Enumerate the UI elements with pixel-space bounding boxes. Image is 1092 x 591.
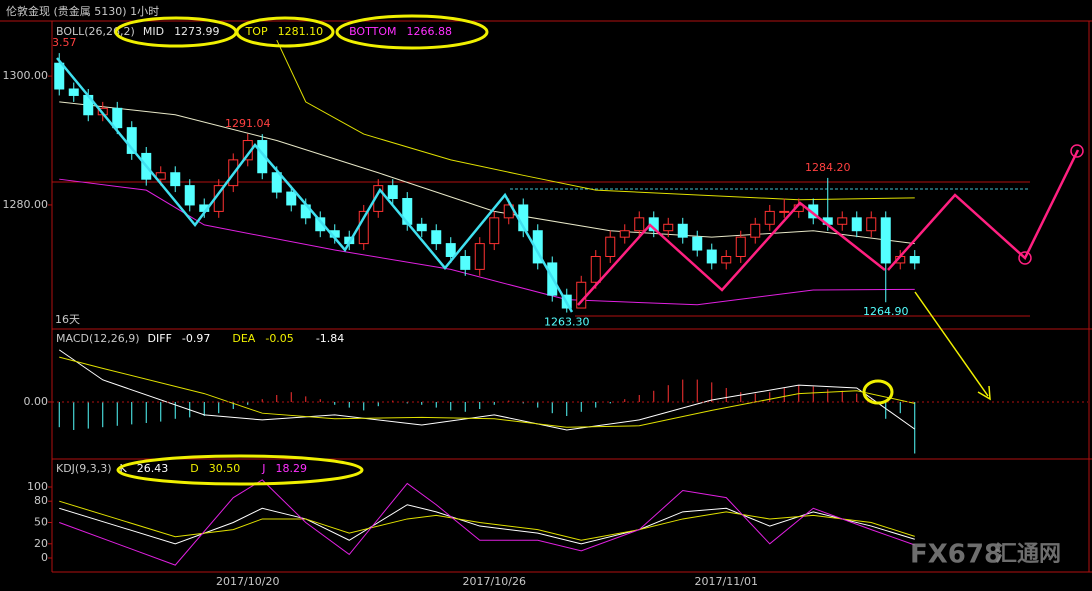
legend-title: MACD(12,26,9) — [56, 332, 140, 345]
candle-body — [431, 230, 442, 245]
x-tick-label: 2017/10/20 — [216, 575, 279, 588]
candle-body — [866, 217, 877, 232]
candle-body — [170, 172, 181, 187]
legend-value: -0.97 — [182, 332, 210, 345]
candle-body — [271, 172, 282, 193]
candle-body — [590, 255, 601, 283]
candle-body — [721, 255, 732, 264]
price-annotation: 1284.20 — [805, 161, 851, 174]
legend-value: 18.29 — [275, 462, 307, 475]
candle-body — [837, 217, 848, 225]
candle-body — [779, 210, 790, 213]
window-title: 伦敦金现 (贵金属 5130) 1小时 — [6, 4, 159, 18]
candle-body — [155, 172, 166, 180]
x-tick-label: 2017/10/26 — [463, 575, 526, 588]
legend-value: -0.05 — [265, 332, 293, 345]
y-tick-label: 0 — [41, 551, 48, 564]
legend-name: MID — [143, 25, 164, 38]
legend-name: TOP — [245, 25, 268, 38]
candle-body — [445, 243, 456, 257]
candle-body — [692, 236, 703, 251]
legend-name: D — [190, 462, 198, 475]
panel — [59, 479, 915, 566]
legend-value: -1.84 — [316, 332, 344, 345]
candle-body — [605, 236, 616, 257]
candle-body — [460, 255, 471, 270]
indicator-line — [276, 39, 915, 201]
watermark: FX678 — [910, 540, 1002, 570]
period-label: 16天 — [55, 313, 80, 326]
watermark-cn: 汇通网 — [995, 542, 1061, 567]
y-tick-label: 1280.00 — [3, 198, 49, 211]
legend-value: 1273.99 — [174, 25, 220, 38]
y-tick-label: 0.00 — [24, 395, 49, 408]
price-annotation: 1263.30 — [544, 316, 590, 329]
candle-body — [880, 217, 891, 264]
legend-value: 1266.88 — [406, 25, 452, 38]
candle-body — [634, 217, 645, 232]
candle-body — [909, 255, 920, 264]
candle-body — [126, 127, 137, 154]
panel — [58, 349, 916, 454]
candle-body — [54, 62, 65, 90]
candle-body — [735, 236, 746, 257]
indicator-line — [59, 479, 915, 566]
legend-name: K — [120, 462, 128, 475]
indicator-line — [59, 504, 915, 545]
indicator-line — [58, 349, 916, 431]
legend-value: 30.50 — [209, 462, 241, 475]
legend-value: 1281.10 — [278, 25, 324, 38]
candle-body — [387, 185, 398, 200]
y-tick-label: 100 — [27, 480, 48, 493]
candle-body — [851, 217, 862, 232]
candle-body — [663, 223, 674, 232]
candle-body — [68, 88, 79, 96]
legend-title: BOLL(26,26,2) — [56, 25, 135, 38]
candle-body — [184, 185, 195, 206]
legend-name: J — [261, 462, 265, 475]
frame — [0, 20, 1092, 573]
legend-name: DIFF — [148, 332, 172, 345]
y-tick-label: 80 — [34, 494, 48, 507]
price-annotation: 3.57 — [52, 36, 77, 49]
candle-body — [112, 107, 123, 129]
legend-name: DEA — [232, 332, 255, 345]
legend-name: BOTTOM — [349, 25, 396, 38]
annotations-drawn — [56, 14, 1084, 486]
indicator-line — [59, 356, 915, 428]
candle-body — [706, 249, 717, 264]
candle-body — [489, 217, 500, 245]
indicator-line — [59, 178, 915, 306]
candle-body — [764, 210, 775, 225]
price-annotation: 1291.04 — [225, 117, 271, 130]
y-tick-label: 20 — [34, 537, 48, 550]
y-tick-label: 1300.00 — [3, 69, 49, 82]
legend-title: KDJ(9,3,3) — [56, 462, 112, 475]
candle-body — [416, 223, 427, 232]
indicator-line — [59, 500, 915, 541]
candle-body — [286, 191, 297, 206]
candle-body — [474, 243, 485, 270]
candle-body — [619, 230, 630, 238]
x-tick-label: 2017/11/01 — [695, 575, 758, 588]
candle-body — [257, 140, 268, 174]
candle-body — [677, 223, 688, 238]
price-annotation: 1264.90 — [863, 305, 909, 318]
candle-body — [315, 217, 326, 232]
candle-body — [750, 223, 761, 238]
legend-value: 26.43 — [137, 462, 169, 475]
y-tick-label: 50 — [34, 515, 48, 528]
